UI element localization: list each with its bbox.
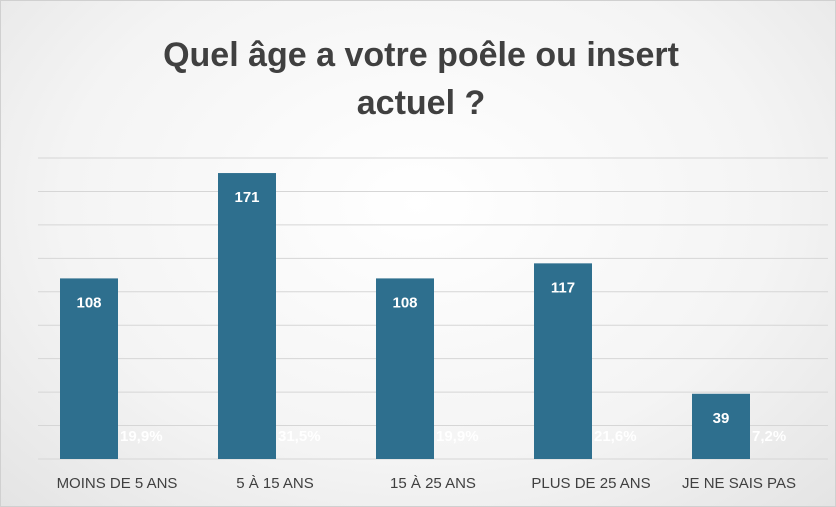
x-tick-label: JE NE SAIS PAS <box>682 475 796 492</box>
data-label: 108 <box>76 294 101 311</box>
data-label: 117 <box>551 279 575 296</box>
share-label: 19,9% <box>120 428 163 445</box>
x-tick-label: PLUS DE 25 ANS <box>531 475 650 492</box>
chart-title: Quel âge a votre poêle ou insert actuel … <box>163 36 679 122</box>
x-tick-label: MOINS DE 5 ANS <box>57 475 178 492</box>
x-tick-label: 5 À 15 ANS <box>236 475 314 492</box>
data-label: 39 <box>713 410 730 427</box>
x-tick-label: 15 À 25 ANS <box>390 475 476 492</box>
share-label: 19,9% <box>436 428 479 445</box>
bar <box>534 263 592 459</box>
data-label: 171 <box>234 189 259 206</box>
bar <box>376 278 434 459</box>
bar <box>60 278 118 459</box>
data-label: 108 <box>392 294 417 311</box>
share-label: 7,2% <box>752 428 786 445</box>
share-label: 21,6% <box>594 428 637 445</box>
share-label: 31,5% <box>278 428 321 445</box>
bar <box>692 393 750 459</box>
bar <box>218 173 276 460</box>
